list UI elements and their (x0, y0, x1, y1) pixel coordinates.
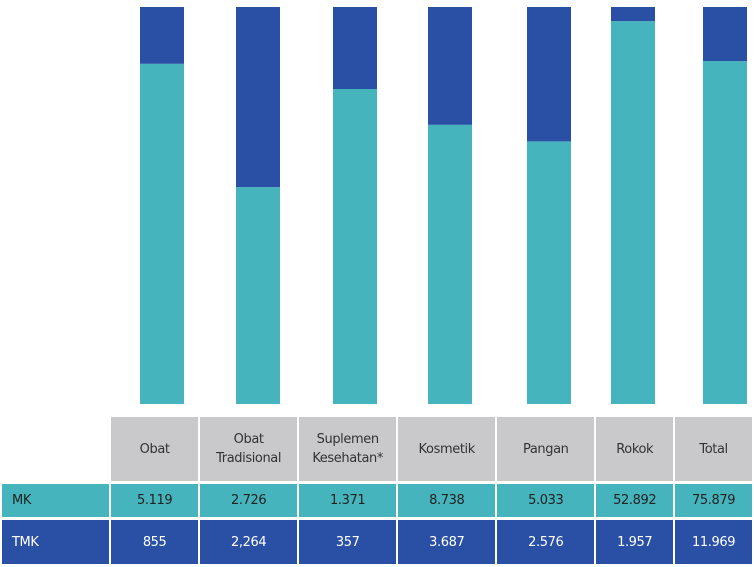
data-table: Obat Obat Tradisional Suplemen Kesehatan* K… (0, 414, 754, 567)
blank-cell (2, 417, 110, 481)
value-cell: 1.371 (299, 484, 397, 517)
bar-segment (140, 7, 184, 64)
value-cell: 52.892 (596, 484, 674, 517)
value-cell: 75.879 (675, 484, 752, 517)
series-name: MK (2, 484, 110, 517)
category-label: Suplemen Kesehatan* (299, 417, 397, 481)
bar-segment (527, 141, 571, 404)
bar-segment (140, 63, 184, 404)
category-label: Pangan (497, 417, 595, 481)
category-label: Total (675, 417, 752, 481)
bar-segment (611, 21, 655, 405)
series-name: TMK (2, 520, 110, 564)
value-cell: 357 (299, 520, 397, 564)
category-label: Rokok (596, 417, 674, 481)
bar-segment (428, 7, 472, 125)
header-row: Obat Obat Tradisional Suplemen Kesehatan* K… (2, 417, 752, 481)
bar-segment (428, 124, 472, 404)
value-cell: 3.687 (398, 520, 496, 564)
bar-segment (333, 89, 377, 404)
value-cell: 8.738 (398, 484, 496, 517)
bar-segment (703, 7, 747, 62)
series-row: TMK 855 2,264 357 3.687 2.576 1.957 11.969 (2, 520, 752, 564)
category-label: Obat (111, 417, 199, 481)
category-label: Kosmetik (398, 417, 496, 481)
bar-segment (236, 7, 280, 188)
value-cell: 1.957 (596, 520, 674, 564)
stacked-bars (140, 7, 747, 405)
series-row: MK 5.119 2.726 1.371 8.738 5.033 52.892 75.879 (2, 484, 752, 517)
value-cell: 2,264 (200, 520, 298, 564)
bar-segment (333, 7, 377, 90)
value-cell: 2.576 (497, 520, 595, 564)
value-cell: 11.969 (675, 520, 752, 564)
value-cell: 5.033 (497, 484, 595, 517)
value-cell: 855 (111, 520, 199, 564)
bar-segment (703, 61, 747, 405)
value-cell: 5.119 (111, 484, 199, 517)
value-cell: 2.726 (200, 484, 298, 517)
bar-segment (611, 7, 655, 22)
bar-segment (527, 7, 571, 142)
bar-segment (236, 187, 280, 404)
category-label: Obat Tradisional (200, 417, 298, 481)
